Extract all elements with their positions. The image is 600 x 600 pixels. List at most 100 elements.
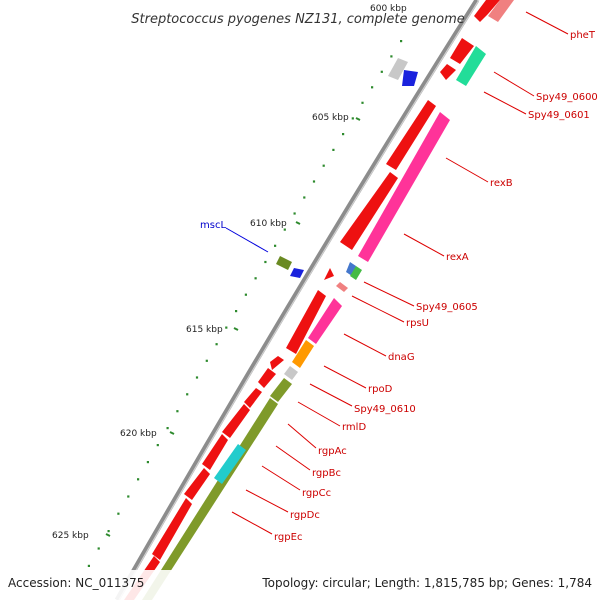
guide-dot: [380, 70, 383, 73]
leader-rgpDc: [245, 489, 289, 513]
leader-rmlD: [297, 401, 341, 427]
guide-dot: [186, 393, 189, 396]
guide-dot: [371, 86, 374, 89]
cds-rpsU: [324, 268, 334, 280]
feature-rpsU-pink: [336, 282, 348, 292]
gene-label-rgpCc: rgpCc: [302, 488, 331, 499]
guide-dot: [332, 148, 335, 151]
guide-dot: [97, 547, 100, 550]
genome-backbone-highlight: [118, 0, 480, 600]
guide-dot: [225, 326, 228, 329]
cds-pheT: [474, 0, 500, 22]
leader-rgpCc: [261, 465, 301, 491]
tick-marks: [105, 117, 361, 537]
guide-dot: [390, 55, 393, 58]
tick-label-615: 615 kbp: [186, 325, 223, 335]
gene-label-rpsU: rpsU: [406, 318, 429, 329]
cds-spy49-0610: [258, 368, 276, 388]
guide-dot: [342, 133, 345, 136]
guide-dot: [322, 164, 325, 167]
footer-background: [0, 570, 600, 600]
gene-label-spy49-0601: Spy49_0601: [528, 110, 590, 121]
guide-dot: [166, 427, 169, 430]
leader-spy49-0610: [309, 383, 353, 407]
guide-dot: [137, 478, 140, 481]
guide-dot: [195, 376, 199, 379]
feature-spy49-0610-gray: [284, 366, 298, 380]
tick-label-625: 625 kbp: [52, 531, 89, 541]
leader-rexA: [403, 233, 445, 257]
guide-dot: [351, 117, 354, 120]
feature-spy49-0600-teal: [456, 46, 486, 86]
guide-dot: [176, 410, 179, 413]
cds-rmlD: [244, 388, 262, 408]
tick-mark-620: [169, 431, 175, 435]
cds-spy49-0601: [440, 64, 456, 80]
tick-label-610: 610 kbp: [250, 219, 287, 229]
guide-dot: [254, 277, 257, 280]
gene-label-rpoD: rpoD: [368, 384, 393, 395]
cds-rpoD: [270, 356, 284, 370]
leader-rgpBc: [275, 445, 311, 471]
guide-dot: [117, 512, 120, 515]
gene-label-rgpAc: rgpAc: [318, 446, 347, 457]
guide-dot: [274, 244, 277, 247]
gene-label-rgpEc: rgpEc: [274, 532, 302, 543]
leader-rgpAc: [287, 423, 317, 449]
cds-rexA: [340, 172, 398, 250]
leader-dnaG: [343, 333, 387, 357]
tick-mark-610: [295, 221, 301, 225]
cds-rexB: [386, 100, 436, 170]
tick-labels: 600 kbp 605 kbp 610 kbp 615 kbp 620 kbp …: [52, 4, 407, 541]
cds-rgpDc: [152, 498, 192, 560]
guide-dot: [235, 310, 238, 313]
leader-spy49-0601: [483, 91, 527, 115]
genome-summary-text: Topology: circular; Length: 1,815,785 bp…: [261, 576, 592, 590]
gene-label-rexA: rexA: [446, 252, 469, 263]
guide-dot: [400, 40, 403, 43]
cds-rgpAc: [222, 404, 250, 438]
feature-dnaG-rRNA: [308, 298, 342, 344]
feature-track: [142, 0, 514, 600]
accession-text: Accession: NC_011375: [8, 576, 144, 590]
guide-dot: [264, 260, 267, 264]
guide-dot: [127, 495, 130, 498]
leader-spy49-0605: [363, 281, 415, 307]
guide-dot: [283, 228, 286, 231]
guide-dot: [303, 196, 306, 199]
gene-label-rgpDc: rgpDc: [290, 510, 320, 521]
guide-dot: [312, 180, 316, 183]
leader-rpoD: [323, 365, 367, 389]
tick-mark-615: [233, 327, 239, 331]
gene-label-pheT: pheT: [570, 30, 596, 41]
cds-rgpCc: [184, 468, 210, 500]
outer-features: [276, 58, 418, 278]
guide-dot: [215, 343, 218, 346]
guide-dot: [107, 530, 110, 533]
tick-label-605: 605 kbp: [312, 113, 349, 123]
gene-label-spy49-0600: Spy49_0600: [536, 92, 598, 103]
feature-rmlD-olive: [270, 378, 292, 402]
guide-dot: [205, 359, 208, 362]
guide-dot: [156, 444, 159, 447]
tick-mark-605: [355, 117, 361, 121]
guide-dot: [293, 212, 296, 215]
cds-spy49-0600: [450, 38, 474, 64]
tick-label-600: 600 kbp: [370, 4, 407, 14]
tick-mark-625: [105, 533, 111, 537]
feature-spy49-0605-blue: [346, 262, 356, 276]
feature-rgpBc-cyan: [214, 444, 246, 484]
gene-label-rgpBc: rgpBc: [312, 468, 341, 479]
guide-dot: [146, 461, 149, 464]
guide-dot: [244, 293, 247, 296]
feature-mscL-blue: [290, 268, 304, 278]
feature-spy49-0605-green: [350, 266, 362, 280]
leader-rexB: [445, 157, 489, 183]
cds-dnaG: [286, 290, 326, 354]
leader-spy49-0600: [493, 71, 535, 97]
map-title: Streptococcus pyogenes NZ131, complete g…: [131, 12, 465, 27]
feature-rgp-olive: [142, 398, 278, 600]
feature-rpoD-orange: [292, 340, 314, 368]
tick-label-620: 620 kbp: [120, 429, 157, 439]
